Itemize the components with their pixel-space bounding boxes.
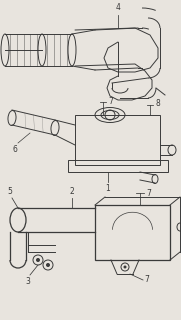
Text: 4: 4 [115,3,120,12]
Text: 5: 5 [8,187,12,196]
Text: 6: 6 [12,145,17,154]
Bar [95,205,170,260]
Circle shape [46,263,50,267]
Text: 1: 1 [106,184,110,193]
Text: 7: 7 [146,188,151,197]
Circle shape [123,266,127,268]
Text: 7: 7 [108,97,113,106]
Bar [75,115,160,165]
Text: 3: 3 [26,277,30,286]
Circle shape [36,258,40,262]
Text: 7: 7 [144,276,149,284]
Text: 2: 2 [70,187,74,196]
Bar [68,160,168,172]
Text: 8: 8 [155,100,160,108]
